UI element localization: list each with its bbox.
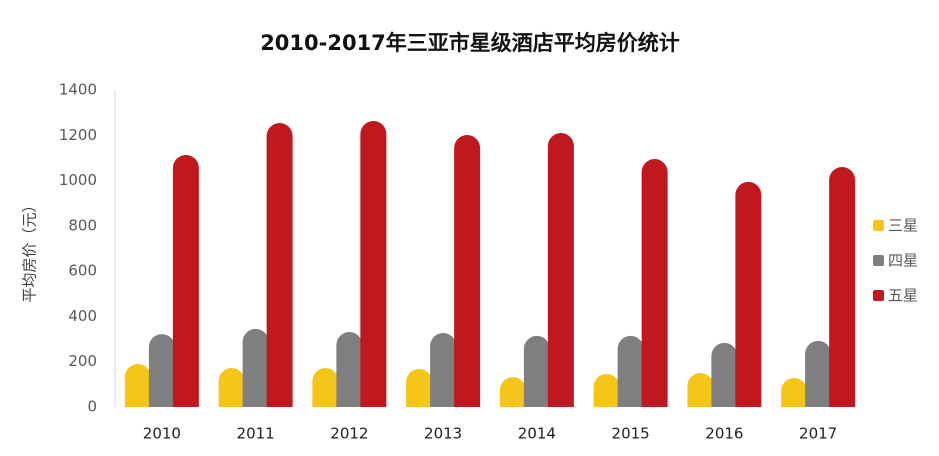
bar [805,340,832,407]
legend-swatch [873,255,884,266]
bar [336,332,363,407]
bar [124,363,151,407]
x-tick-label: 2017 [799,425,837,443]
bar [454,135,481,408]
bar [641,159,668,407]
bar [523,335,550,407]
bar [218,368,245,407]
legend-swatch [873,220,884,231]
bar [617,335,644,407]
bar [360,121,387,408]
bar [735,181,762,407]
bar [148,334,175,407]
y-tick-label: 1200 [59,126,97,144]
bar [829,166,856,407]
y-tick-label: 600 [68,262,97,280]
x-tick-label: 2014 [518,425,556,443]
bar [781,378,808,407]
bar [242,328,269,407]
bar [711,342,738,407]
x-tick-label: 2012 [330,425,368,443]
x-tick-label: 2011 [237,425,275,443]
bar [593,373,620,407]
y-axis-title: 平均房价（元） [21,197,39,302]
bar [499,377,526,407]
bar [172,154,199,407]
y-tick-label: 1000 [59,171,97,189]
y-tick-label: 0 [87,398,97,416]
bar [406,368,433,407]
y-tick-label: 1400 [59,81,97,99]
legend-label: 五星 [888,287,918,305]
y-tick-label: 400 [68,307,97,325]
bar [266,123,293,407]
bar [547,133,574,408]
bar [430,332,457,407]
y-tick-label: 800 [68,216,97,234]
x-tick-label: 2016 [705,425,743,443]
legend-label: 四星 [888,252,918,270]
x-tick-label: 2015 [612,425,650,443]
y-tick-label: 200 [68,352,97,370]
bar [312,368,339,407]
x-tick-label: 2013 [424,425,462,443]
bar [687,373,714,407]
legend-label: 三星 [888,217,918,235]
x-tick-label: 2010 [143,425,181,443]
legend-swatch [873,290,884,301]
chart-title: 2010-2017年三亚市星级酒店平均房价统计 [260,31,680,55]
